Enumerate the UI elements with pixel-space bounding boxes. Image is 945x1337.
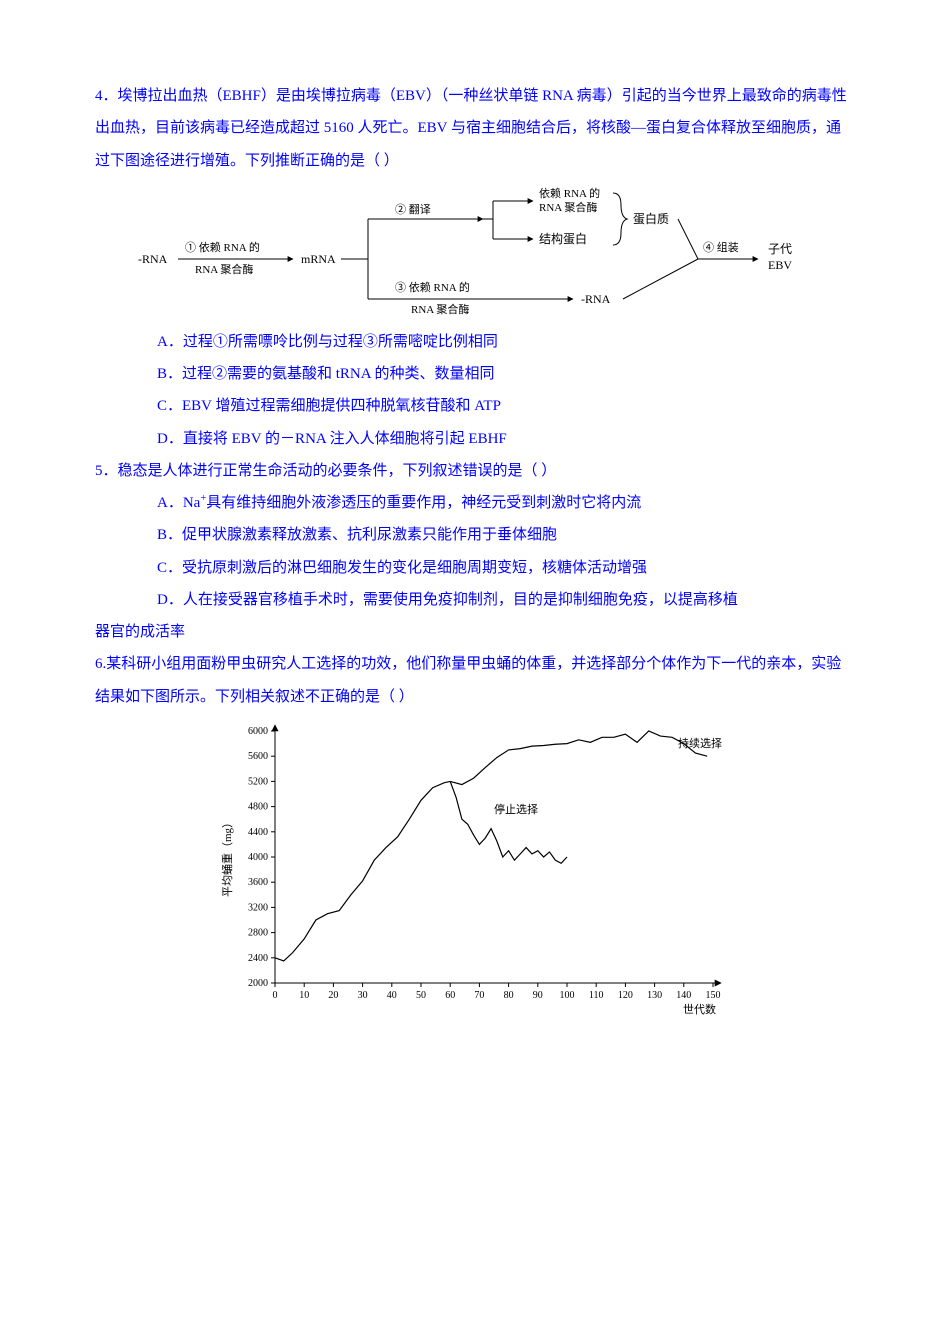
svg-text:2800: 2800 [248, 927, 268, 938]
flow-step1-top: ① 依赖 RNA 的 [185, 240, 260, 254]
chart-svg: 0 10 20 30 40 50 60 70 80 90 100 110 120 130 140 150 世代数… [213, 719, 733, 1019]
flow-step4: ④ 组装 [703, 240, 739, 254]
q5-option-d-line1: D．人在接受器官移植手术时，需要使用免疫抑制剂，目的是抑制细胞免疫，以提高移植 [95, 584, 850, 616]
flow-protein: 蛋白质 [633, 211, 669, 226]
q4-option-a: A．过程①所需嘌呤比例与过程③所需嘧啶比例相同 [95, 326, 850, 358]
svg-text:40: 40 [386, 990, 396, 1001]
svg-text:60: 60 [445, 990, 455, 1001]
flow-nrna2: -RNA [581, 292, 611, 306]
svg-text:20: 20 [328, 990, 338, 1001]
svg-text:5200: 5200 [248, 776, 268, 787]
svg-text:3200: 3200 [248, 902, 268, 913]
svg-text:30: 30 [357, 990, 367, 1001]
q4-option-b: B．过程②需要的氨基酸和 tRNA 的种类、数量相同 [95, 358, 850, 390]
q4-flow-diagram: -RNA ① 依赖 RNA 的 RNA 聚合酶 mRNA ② 翻译 ③ 依赖 R… [95, 183, 850, 318]
flow-step1-bot: RNA 聚合酶 [195, 262, 253, 276]
flow-poly-bot: RNA 聚合酶 [539, 200, 597, 214]
svg-text:80: 80 [503, 990, 513, 1001]
svg-text:4800: 4800 [248, 801, 268, 812]
q6-chart: 0 10 20 30 40 50 60 70 80 90 100 110 120 130 140 150 世代数… [95, 719, 850, 1019]
flow-svg: -RNA ① 依赖 RNA 的 RNA 聚合酶 mRNA ② 翻译 ③ 依赖 R… [133, 183, 813, 318]
q5-a-post: 具有维持细胞外液渗透压的重要作用，神经元受到刺激时它将内流 [206, 495, 641, 511]
page: 4．埃博拉出血热（EBHF）是由埃博拉病毒（EBV）（一种丝状单链 RNA 病毒… [0, 0, 945, 1107]
svg-text:100: 100 [559, 990, 574, 1001]
svg-text:10: 10 [299, 990, 309, 1001]
flow-prog-bot: EBV [768, 258, 792, 272]
svg-text:2400: 2400 [248, 953, 268, 964]
q5-option-c: C．受抗原刺激后的淋巴细胞发生的变化是细胞周期变短，核糖体活动增强 [95, 552, 850, 584]
svg-text:3600: 3600 [248, 877, 268, 888]
svg-text:90: 90 [532, 990, 542, 1001]
svg-text:150: 150 [705, 990, 720, 1001]
svg-text:停止选择: 停止选择 [494, 802, 538, 816]
q4-option-c: C．EBV 增殖过程需细胞提供四种脱氧核苷酸和 ATP [95, 390, 850, 422]
flow-step2: ② 翻译 [395, 202, 431, 216]
flow-nrna: -RNA [138, 252, 168, 266]
q5-option-b: B．促甲状腺激素释放激素、抗利尿激素只能作用于垂体细胞 [95, 519, 850, 551]
flow-step3-bot: RNA 聚合酶 [411, 302, 469, 316]
svg-text:持续选择: 持续选择 [677, 736, 721, 750]
svg-text:140: 140 [676, 990, 691, 1001]
svg-text:130: 130 [647, 990, 662, 1001]
q5-a-pre: A．Na [157, 495, 200, 511]
q6-stem: 6.某科研小组用面粉甲虫研究人工选择的功效，他们称量甲虫蛹的体重，并选择部分个体… [95, 648, 850, 713]
q5-option-a: A．Na+具有维持细胞外液渗透压的重要作用，神经元受到刺激时它将内流 [95, 487, 850, 519]
svg-text:4000: 4000 [248, 852, 268, 863]
svg-text:平均蛹重（mg）: 平均蛹重（mg） [220, 817, 234, 897]
svg-text:6000: 6000 [248, 726, 268, 737]
svg-text:120: 120 [617, 990, 632, 1001]
svg-text:5600: 5600 [248, 751, 268, 762]
flow-prog-top: 子代 [768, 242, 792, 256]
svg-text:2000: 2000 [248, 978, 268, 989]
svg-text:4400: 4400 [248, 827, 268, 838]
svg-text:70: 70 [474, 990, 484, 1001]
svg-text:0: 0 [272, 990, 277, 1001]
flow-mrna: mRNA [301, 252, 336, 266]
flow-poly-top: 依赖 RNA 的 [539, 186, 600, 200]
svg-text:世代数: 世代数 [683, 1003, 716, 1016]
q4-stem: 4．埃博拉出血热（EBHF）是由埃博拉病毒（EBV）（一种丝状单链 RNA 病毒… [95, 80, 850, 177]
flow-struct: 结构蛋白 [539, 231, 587, 246]
q5-option-d-line2: 器官的成活率 [95, 616, 850, 648]
q5-stem: 5．稳态是人体进行正常生命活动的必要条件，下列叙述错误的是（ ） [95, 455, 850, 487]
svg-text:50: 50 [416, 990, 426, 1001]
q4-option-d: D．直接将 EBV 的－RNA 注入人体细胞将引起 EBHF [95, 423, 850, 455]
flow-step3-top: ③ 依赖 RNA 的 [395, 280, 470, 294]
svg-text:110: 110 [588, 990, 603, 1001]
